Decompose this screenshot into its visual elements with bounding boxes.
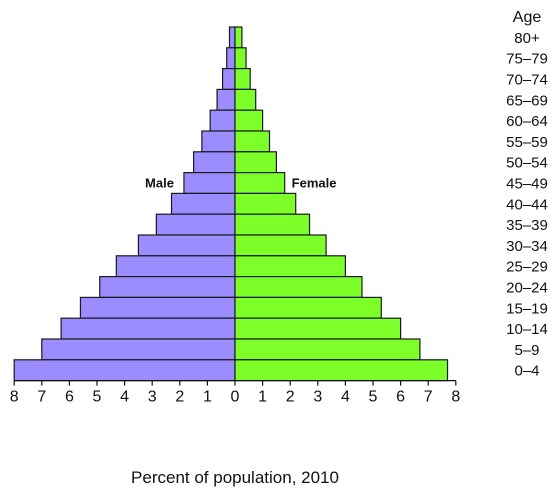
bar-female-16 bbox=[234, 359, 449, 382]
age-label-8: 40–44 bbox=[506, 196, 548, 213]
bar-female-2 bbox=[234, 67, 251, 90]
bar-male-8 bbox=[170, 192, 236, 215]
male-series-label: Male bbox=[145, 176, 174, 191]
age-group-labels: 80+ 75–79 70–74 65–69 60–64 55–59 50–54 45–49 40… bbox=[506, 30, 548, 380]
tick-label-left-0: 8 bbox=[10, 389, 19, 406]
age-label-12: 20–24 bbox=[506, 280, 548, 297]
tick-label-left-5: 3 bbox=[148, 389, 157, 406]
bar-female-13 bbox=[234, 296, 382, 319]
age-label-7: 45–49 bbox=[506, 176, 548, 193]
bar-male-4 bbox=[209, 109, 236, 132]
age-label-0: 80+ bbox=[514, 30, 540, 47]
bar-male-16 bbox=[13, 359, 236, 382]
bar-female-7 bbox=[234, 172, 286, 195]
bar-female-10 bbox=[234, 234, 327, 257]
age-label-1: 75–79 bbox=[506, 51, 548, 68]
bar-female-15 bbox=[234, 338, 421, 361]
x-axis-title: Percent of population, 2010 bbox=[131, 468, 339, 487]
age-label-10: 30–34 bbox=[506, 238, 548, 255]
bar-female-6 bbox=[234, 151, 278, 174]
tick-label-right-7: 8 bbox=[451, 389, 460, 406]
bar-male-13 bbox=[79, 296, 236, 319]
age-label-5: 55–59 bbox=[506, 134, 548, 151]
bar-male-0 bbox=[228, 26, 236, 49]
bar-female-11 bbox=[234, 255, 347, 278]
tick-label-left-2: 6 bbox=[65, 389, 74, 406]
bar-female-4 bbox=[234, 109, 264, 132]
bar-male-3 bbox=[216, 88, 236, 111]
bar-male-2 bbox=[221, 67, 236, 90]
bar-male-7 bbox=[183, 172, 236, 195]
age-label-3: 65–69 bbox=[506, 92, 548, 109]
tick-label-left-6: 2 bbox=[175, 389, 184, 406]
female-series-label: Female bbox=[292, 176, 337, 191]
tick-label-right-2: 3 bbox=[313, 389, 322, 406]
bar-female-0 bbox=[234, 26, 243, 49]
tick-label-left-3: 5 bbox=[93, 389, 102, 406]
age-label-2: 70–74 bbox=[506, 72, 548, 89]
tick-label-right-4: 5 bbox=[369, 389, 378, 406]
bar-male-11 bbox=[115, 255, 236, 278]
tick-label-left-1: 7 bbox=[37, 389, 46, 406]
bar-male-12 bbox=[99, 276, 236, 299]
bar-male-15 bbox=[41, 338, 236, 361]
bar-female-8 bbox=[234, 192, 297, 215]
age-label-4: 60–64 bbox=[506, 113, 548, 130]
tick-label-right-6: 7 bbox=[424, 389, 433, 406]
tick-label-right-0: 1 bbox=[258, 389, 267, 406]
bar-male-9 bbox=[155, 213, 236, 236]
tick-label-right-3: 4 bbox=[341, 389, 350, 406]
bar-female-5 bbox=[234, 130, 271, 153]
bar-female-1 bbox=[234, 47, 247, 70]
bar-male-10 bbox=[137, 234, 236, 257]
bar-male-6 bbox=[193, 151, 236, 174]
tick-label-right-5: 6 bbox=[396, 389, 405, 406]
age-axis-header: Age bbox=[513, 9, 542, 26]
tick-label-left-8: 0 bbox=[231, 389, 240, 406]
male-bars bbox=[13, 26, 236, 382]
bar-female-3 bbox=[234, 88, 257, 111]
age-label-16: 0–4 bbox=[514, 363, 539, 380]
age-label-15: 5–9 bbox=[514, 342, 539, 359]
tick-label-right-1: 2 bbox=[286, 389, 295, 406]
age-label-13: 15–19 bbox=[506, 300, 548, 317]
bar-female-14 bbox=[234, 317, 402, 340]
tick-label-left-7: 1 bbox=[203, 389, 212, 406]
x-axis-ticks: 8 7 6 5 4 3 2 1 0 1 2 3 4 5 6 7 8 bbox=[10, 380, 460, 406]
age-label-9: 35–39 bbox=[506, 217, 548, 234]
age-label-11: 25–29 bbox=[506, 259, 548, 276]
bar-male-1 bbox=[226, 47, 236, 70]
bar-female-12 bbox=[234, 276, 363, 299]
age-label-14: 10–14 bbox=[506, 321, 548, 338]
tick-label-left-4: 4 bbox=[120, 389, 129, 406]
bar-male-14 bbox=[60, 317, 236, 340]
bar-female-9 bbox=[234, 213, 311, 236]
female-bars bbox=[234, 26, 449, 382]
age-label-6: 50–54 bbox=[506, 155, 548, 172]
bar-male-5 bbox=[201, 130, 236, 153]
